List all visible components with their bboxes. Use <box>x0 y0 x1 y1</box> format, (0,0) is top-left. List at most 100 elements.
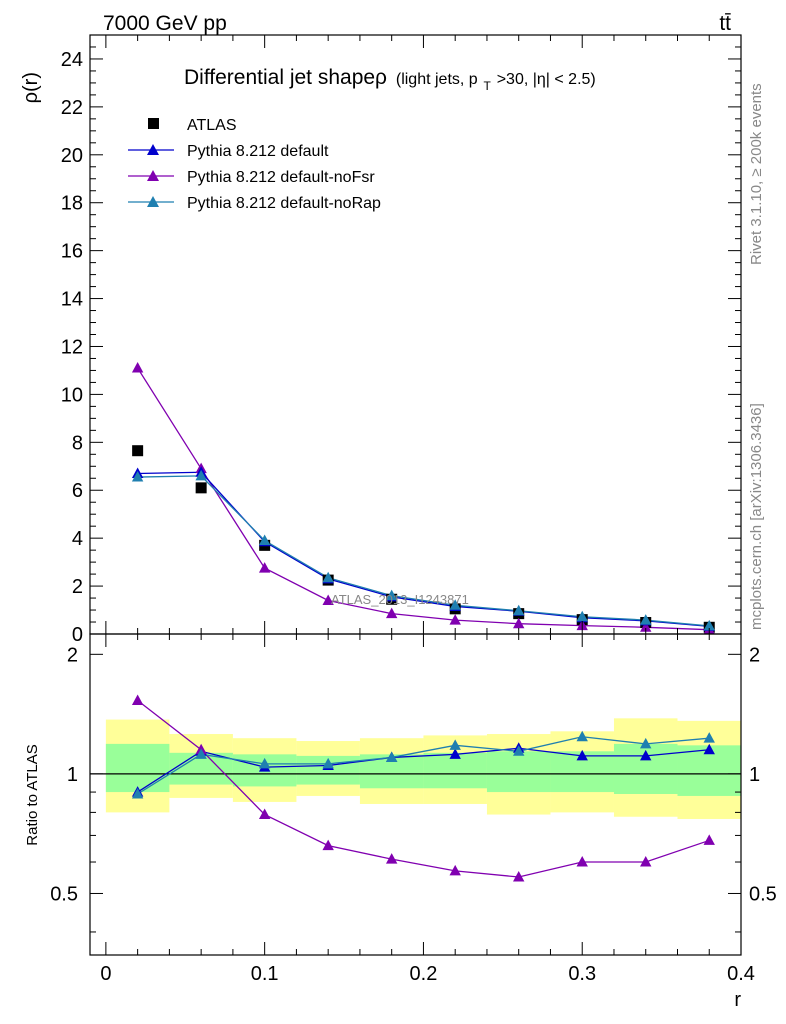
main-point-pythia-8-212-default-norap <box>703 619 715 631</box>
ratio-band-green <box>105 743 170 793</box>
ratio-point-pythia-8-212-default-norap <box>640 737 652 749</box>
ratio-point-pythia-8-212-default-nofsr <box>258 808 271 820</box>
ratio-y-tick-label-right: 0.5 <box>749 883 777 905</box>
main-point-pythia-8-212-default-norap <box>513 604 525 616</box>
ratio-point-pythia-8-212-default <box>640 749 652 761</box>
ratio-point-pythia-8-212-default-nofsr <box>449 864 461 876</box>
ratio-point-pythia-8-212-default-nofsr <box>385 853 398 864</box>
energy-label: 7000 GeV pp <box>103 12 227 35</box>
main-point-pythia-8-212-default-norap <box>576 610 588 622</box>
main-point-pythia-8-212-default-nofsr <box>513 617 525 629</box>
ratio-point-pythia-8-212-default-norap <box>131 787 144 799</box>
main-point-pythia-8-212-default-nofsr <box>449 614 461 625</box>
legend-marker-default <box>147 144 159 155</box>
ratio-point-pythia-8-212-default-nofsr <box>576 856 588 867</box>
ratio-y-tick-label: 0.5 <box>50 883 78 905</box>
legend-label-nofsr: Pythia 8.212 default-noFsr <box>187 169 375 186</box>
ratio-point-pythia-8-212-default-norap <box>576 730 588 742</box>
x-tick-label: 0.3 <box>568 963 596 985</box>
ratio-panel: 0.5 0.5 1 1 2 2 0 0.1 0.2 0.3 0.4 Ratio to ATLAS r <box>24 633 777 1011</box>
process-label: tt̄ <box>719 12 731 35</box>
ratio-point-pythia-8-212-default <box>449 748 461 759</box>
legend-marker-atlas <box>148 118 159 129</box>
x-axis-label: r <box>734 989 741 1011</box>
main-y-tick-label: 16 <box>61 241 83 263</box>
ratio-point-pythia-8-212-default-nofsr <box>640 856 652 867</box>
x-tick-label: 0.4 <box>727 963 755 985</box>
ratio-point-pythia-8-212-default-nofsr <box>131 694 144 706</box>
ratio-point-pythia-8-212-default-norap <box>703 732 715 743</box>
main-point-pythia-8-212-default-nofsr <box>258 562 271 573</box>
ratio-point-pythia-8-212-default-nofsr <box>703 834 715 845</box>
ratio-y-axis-label: Ratio to ATLAS <box>24 744 41 845</box>
ratio-frame <box>89 633 742 956</box>
main-point-pythia-8-212-default-nofsr <box>385 607 398 619</box>
main-y-tick-label: 14 <box>61 289 83 311</box>
ratio-point-pythia-8-212-default-norap <box>322 757 334 769</box>
main-point-pythia-8-212-default-nofsr <box>322 594 334 605</box>
main-title: Differential jet shapeρ (light jets, p T… <box>184 66 596 95</box>
main-y-axis-label: ρ(r) <box>20 72 42 103</box>
legend-marker-norap <box>147 196 159 207</box>
ratio-line-pythia-8-212-default-nofsr <box>137 700 710 878</box>
main-title-text: Differential jet shapeρ <box>184 66 387 89</box>
main-y-tick-label: 18 <box>61 193 83 215</box>
ratio-band-green <box>486 751 551 793</box>
main-title-sub-suffix: >30, |η| < 2.5) <box>497 71 596 88</box>
x-tick-label: 0.1 <box>251 963 279 985</box>
main-y-tick-label: 12 <box>61 336 83 358</box>
legend-entry-default: Pythia 8.212 default <box>128 143 329 160</box>
legend-entry-norap: Pythia 8.212 default-noRap <box>128 195 381 212</box>
main-y-tick-label: 10 <box>61 384 83 406</box>
legend-entry-nofsr: Pythia 8.212 default-noFsr <box>128 169 375 186</box>
ratio-point-pythia-8-212-default-nofsr <box>513 871 525 882</box>
main-y-tick-label: 20 <box>61 145 83 167</box>
main-y-tick-label: 22 <box>61 97 83 119</box>
main-point-atlas <box>132 445 144 457</box>
legend-label-atlas: ATLAS <box>187 117 237 134</box>
ratio-point-pythia-8-212-default-norap <box>195 748 207 759</box>
x-tick-label: 0 <box>100 963 111 985</box>
ratio-point-pythia-8-212-default-nofsr <box>322 839 334 851</box>
x-tick-label: 0.2 <box>410 963 438 985</box>
main-y-tick-label: 0 <box>72 624 83 646</box>
ratio-point-pythia-8-212-default-norap <box>258 757 271 769</box>
main-point-pythia-8-212-default-norap <box>385 589 398 601</box>
main-y-tick-label: 2 <box>72 576 83 598</box>
main-line-pythia-8-212-default <box>137 471 710 627</box>
main-point-pythia-8-212-default-norap <box>640 614 652 625</box>
main-point-pythia-8-212-default-norap <box>449 599 461 610</box>
main-y-tick-label: 6 <box>72 480 83 502</box>
mcplots-label: mcplots.cern.ch [arXiv:1306.3436] <box>748 403 765 630</box>
main-y-tick-label: 24 <box>61 49 83 71</box>
main-point-atlas <box>195 482 207 494</box>
ratio-y-tick-label-right: 1 <box>749 764 760 786</box>
main-point-pythia-8-212-default-nofsr <box>131 362 144 373</box>
ratio-ticks: 0.5 0.5 1 1 2 2 0 0.1 0.2 0.3 0.4 <box>50 634 777 985</box>
main-line-pythia-8-212-default-norap <box>137 475 710 627</box>
ratio-point-pythia-8-212-default-norap <box>513 745 525 756</box>
main-point-pythia-8-212-default-norap <box>195 469 207 481</box>
ratio-plot-layer <box>90 694 741 882</box>
main-point-pythia-8-212-default-norap <box>258 534 271 546</box>
ratio-line-pythia-8-212-default-norap <box>137 736 710 795</box>
legend-marker-nofsr <box>147 170 159 181</box>
ratio-y-tick-label: 2 <box>67 644 78 666</box>
main-title-sub: (light jets, p <box>396 71 478 88</box>
ratio-point-pythia-8-212-default-norap <box>385 751 398 762</box>
main-point-pythia-8-212-default-norap <box>322 571 334 583</box>
ratio-y-tick-label: 1 <box>67 764 78 786</box>
ratio-point-pythia-8-212-default <box>703 743 715 755</box>
main-line-pythia-8-212-default-nofsr <box>137 367 710 631</box>
ratio-point-pythia-8-212-default <box>576 749 588 761</box>
rivet-label: Rivet 3.1.10, ≥ 200k events <box>748 83 765 265</box>
main-title-sub-subscript: T <box>484 79 492 93</box>
legend-entry-atlas: ATLAS <box>148 117 237 134</box>
legend: ATLAS Pythia 8.212 default Pythia 8.212 … <box>128 117 381 212</box>
legend-label-default: Pythia 8.212 default <box>187 143 329 160</box>
analysis-watermark: ATLAS_2013_I1243871 <box>331 592 469 607</box>
ratio-point-pythia-8-212-default-norap <box>449 739 461 750</box>
